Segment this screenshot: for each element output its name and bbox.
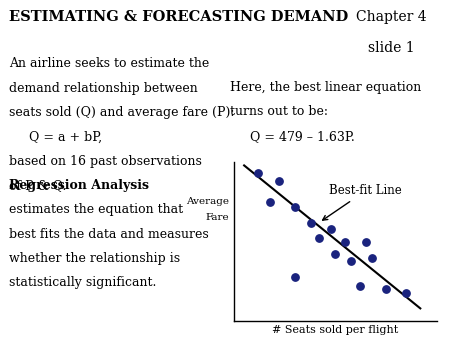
X-axis label: # Seats sold per flight: # Seats sold per flight — [272, 325, 398, 335]
Point — [307, 220, 315, 225]
Point — [332, 252, 339, 257]
Text: of P & Q.: of P & Q. — [9, 179, 67, 192]
Text: turns out to be:: turns out to be: — [230, 105, 328, 118]
Text: estimates the equation that: estimates the equation that — [9, 203, 183, 216]
Text: best fits the data and measures: best fits the data and measures — [9, 228, 209, 241]
Text: Fare: Fare — [206, 213, 230, 222]
Text: Average: Average — [186, 197, 230, 206]
Text: Q = 479 – 1.63P.: Q = 479 – 1.63P. — [230, 130, 354, 143]
Point — [275, 178, 282, 184]
Point — [382, 287, 390, 292]
Text: slide 1: slide 1 — [368, 41, 415, 54]
Point — [348, 258, 355, 263]
Point — [402, 290, 410, 295]
Text: Chapter 4: Chapter 4 — [356, 10, 427, 24]
Text: Here, the best linear equation: Here, the best linear equation — [230, 81, 421, 94]
Text: demand relationship between: demand relationship between — [9, 82, 198, 95]
Point — [362, 239, 369, 244]
Text: Best-fit Line: Best-fit Line — [323, 184, 402, 220]
Point — [328, 226, 335, 232]
Point — [267, 199, 274, 204]
Text: based on 16 past observations: based on 16 past observations — [9, 155, 202, 168]
Text: ESTIMATING & FORECASTING DEMAND: ESTIMATING & FORECASTING DEMAND — [9, 10, 348, 24]
Text: Q = a + bP,: Q = a + bP, — [9, 130, 102, 143]
Text: seats sold (Q) and average fare (P):: seats sold (Q) and average fare (P): — [9, 106, 234, 119]
Text: whether the relationship is: whether the relationship is — [9, 252, 180, 265]
Text: statistically significant.: statistically significant. — [9, 276, 157, 289]
Text: An airline seeks to estimate the: An airline seeks to estimate the — [9, 57, 209, 70]
Text: Regression Analysis: Regression Analysis — [9, 179, 149, 192]
Point — [291, 204, 298, 210]
Point — [356, 284, 363, 289]
Point — [255, 171, 262, 176]
Point — [291, 274, 298, 279]
Point — [315, 236, 323, 241]
Point — [342, 239, 349, 244]
Point — [368, 255, 375, 260]
